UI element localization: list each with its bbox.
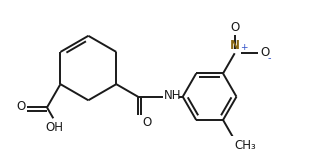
Text: -: - <box>268 53 271 63</box>
Text: O: O <box>230 21 239 34</box>
Text: O: O <box>142 116 152 129</box>
Text: CH₃: CH₃ <box>235 140 257 152</box>
Text: +: + <box>240 43 248 52</box>
Text: N: N <box>230 39 240 52</box>
Text: NH: NH <box>164 89 181 102</box>
Text: OH: OH <box>45 121 63 134</box>
Text: O: O <box>260 46 270 59</box>
Text: O: O <box>16 100 25 113</box>
